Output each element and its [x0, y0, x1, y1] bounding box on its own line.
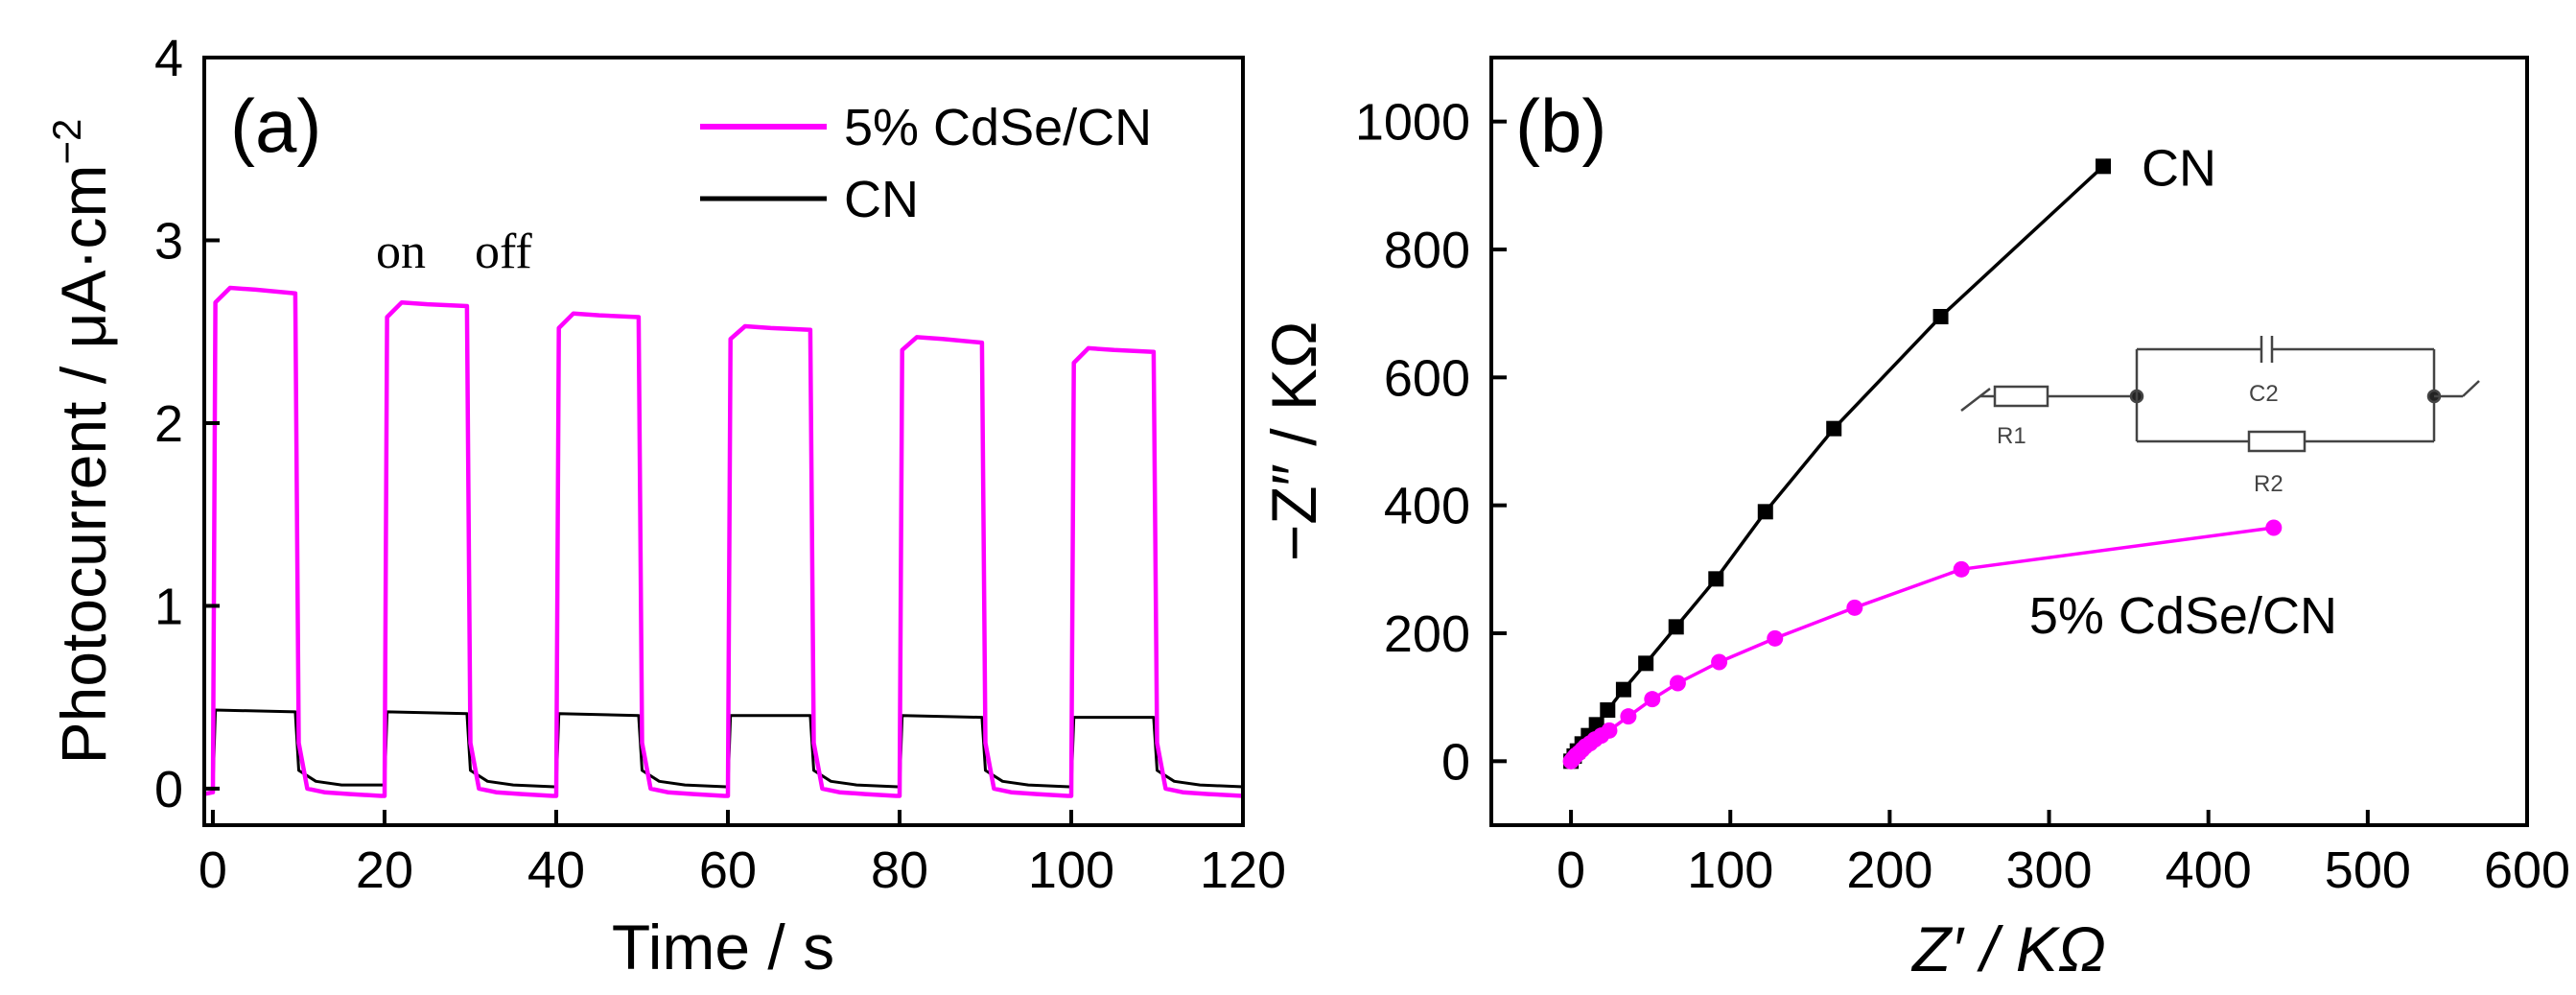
- data-point-cn-9: [1668, 619, 1684, 635]
- circuit-label-r1: R1: [1997, 423, 2026, 449]
- panel-b-y-tick-label-400: 400: [1384, 478, 1470, 535]
- panel-b-y-tick-label-200: 200: [1384, 605, 1470, 663]
- panel-b-y-ticks: 0 200 400 600 800 1000: [1355, 94, 1507, 791]
- data-point-cn-11: [1757, 504, 1773, 520]
- panel-a-x-tick-label-60: 60: [699, 841, 757, 899]
- equivalent-circuit-inset: [1960, 336, 2480, 453]
- panel-b-frame: [1489, 56, 2529, 827]
- data-point-5-cdse-cn-11: [1620, 708, 1637, 725]
- panel-b-x-tick-label-500: 500: [2325, 841, 2411, 899]
- data-point-cn-7: [1615, 681, 1631, 698]
- panel-b-y-tick-label-600: 600: [1384, 349, 1470, 407]
- series-line-5-cdse-cn: [204, 285, 1243, 798]
- panel-a-y-tick-label-2: 2: [154, 395, 183, 453]
- panel-b-x-tick-label-200: 200: [1846, 841, 1932, 899]
- series-label-cn: CN: [2142, 139, 2216, 197]
- data-point-5-cdse-cn-10: [1601, 722, 1618, 739]
- panel-b-label: (b): [1515, 83, 1606, 168]
- data-point-cn-6: [1600, 702, 1616, 718]
- panel-a-x-ticks: 0 20 40 60 80 100 120: [199, 810, 1286, 899]
- panel-a-series-layer: [204, 285, 1243, 798]
- panel-a-x-tick-label-20: 20: [356, 841, 413, 899]
- panel-b-impedance: 0 100 200 300 400 500 600 0 200 400 600 800 1000 (b…: [1258, 56, 2570, 984]
- panel-b-x-tick-label-400: 400: [2166, 841, 2252, 899]
- panel-b-x-tick-label-300: 300: [2005, 841, 2092, 899]
- data-point-5-cdse-cn-15: [1767, 629, 1784, 647]
- panel-a-legend: 5% CdSe/CN CN: [700, 99, 1152, 228]
- panel-b-series-layer: [1562, 158, 2283, 770]
- series-line-cn: [204, 708, 1243, 791]
- panel-a-x-tick-label-100: 100: [1028, 841, 1114, 899]
- panel-b-y-tick-label-1000: 1000: [1355, 94, 1470, 152]
- series-group-5-cdse-cn: [1562, 519, 2283, 770]
- panel-a-x-tick-label-80: 80: [871, 841, 928, 899]
- panel-a-x-axis-title: Time / s: [612, 912, 834, 983]
- data-point-cn-13: [1932, 309, 1949, 324]
- legend-label-cdse-cn: 5% CdSe/CN: [844, 99, 1152, 156]
- panel-b-y-axis-title: −Z″ / KΩ: [1258, 321, 1329, 562]
- panel-b-y-tick-label-800: 800: [1384, 222, 1470, 279]
- panel-a-y-tick-label-3: 3: [154, 212, 183, 270]
- panel-a-label: (a): [230, 83, 321, 168]
- panel-a-y-ticks: 0 1 2 3 4: [154, 30, 220, 818]
- data-point-cn-12: [1826, 420, 1842, 437]
- panel-b-y-tick-label-0: 0: [1441, 733, 1470, 791]
- data-point-cn-8: [1638, 655, 1654, 672]
- panel-b-x-tick-label-600: 600: [2484, 841, 2570, 899]
- panel-a-y-axis-title: Photocurrent / μA·cm−2: [44, 119, 119, 765]
- data-point-5-cdse-cn-14: [1711, 653, 1728, 671]
- panel-b-x-ticks: 0 100 200 300 400 500 600: [1557, 810, 2570, 899]
- circuit-label-r2: R2: [2254, 471, 2283, 497]
- resistor-r1: [1993, 385, 2049, 408]
- circuit-lead-out: [2462, 380, 2480, 397]
- circuit-label-c2: C2: [2249, 381, 2279, 407]
- panel-a-x-tick-label-40: 40: [527, 841, 585, 899]
- panel-a-frame: [202, 56, 1245, 827]
- data-point-cn-10: [1708, 571, 1724, 587]
- series-label-cdse-cn: 5% CdSe/CN: [2029, 587, 2337, 645]
- panel-a-x-tick-label-0: 0: [199, 841, 227, 899]
- resistor-r2: [2247, 430, 2307, 453]
- data-point-5-cdse-cn-13: [1669, 675, 1686, 692]
- panel-a-y-axis-title-sup: −2: [44, 119, 89, 165]
- panel-a-y-tick-label-0: 0: [154, 761, 183, 818]
- annotation-on: on: [376, 225, 426, 279]
- data-point-5-cdse-cn-17: [1953, 560, 1970, 578]
- data-point-cn-14: [2096, 158, 2112, 175]
- panel-a-y-axis-title-main: Photocurrent / μA·cm: [48, 164, 119, 764]
- panel-a-x-tick-label-120: 120: [1200, 841, 1286, 899]
- panel-a-y-tick-label-1: 1: [154, 578, 183, 635]
- series-group-cn: [1563, 158, 2112, 770]
- circuit-lead-in: [1960, 388, 1991, 412]
- panel-b-x-tick-label-100: 100: [1687, 841, 1773, 899]
- circuit-labels: R1 C2 R2: [1997, 381, 2283, 497]
- annotation-off: off: [475, 225, 532, 279]
- legend-label-cn: CN: [844, 171, 919, 228]
- data-point-5-cdse-cn-12: [1644, 691, 1661, 708]
- data-point-5-cdse-cn-18: [2265, 519, 2283, 536]
- series-line-cn: [1569, 165, 2105, 763]
- data-point-5-cdse-cn-16: [1846, 599, 1863, 616]
- panel-b-x-axis-title: Z′ / KΩ: [1910, 913, 2106, 984]
- panel-a-y-tick-label-4: 4: [154, 30, 183, 87]
- panel-b-x-tick-label-0: 0: [1557, 841, 1585, 899]
